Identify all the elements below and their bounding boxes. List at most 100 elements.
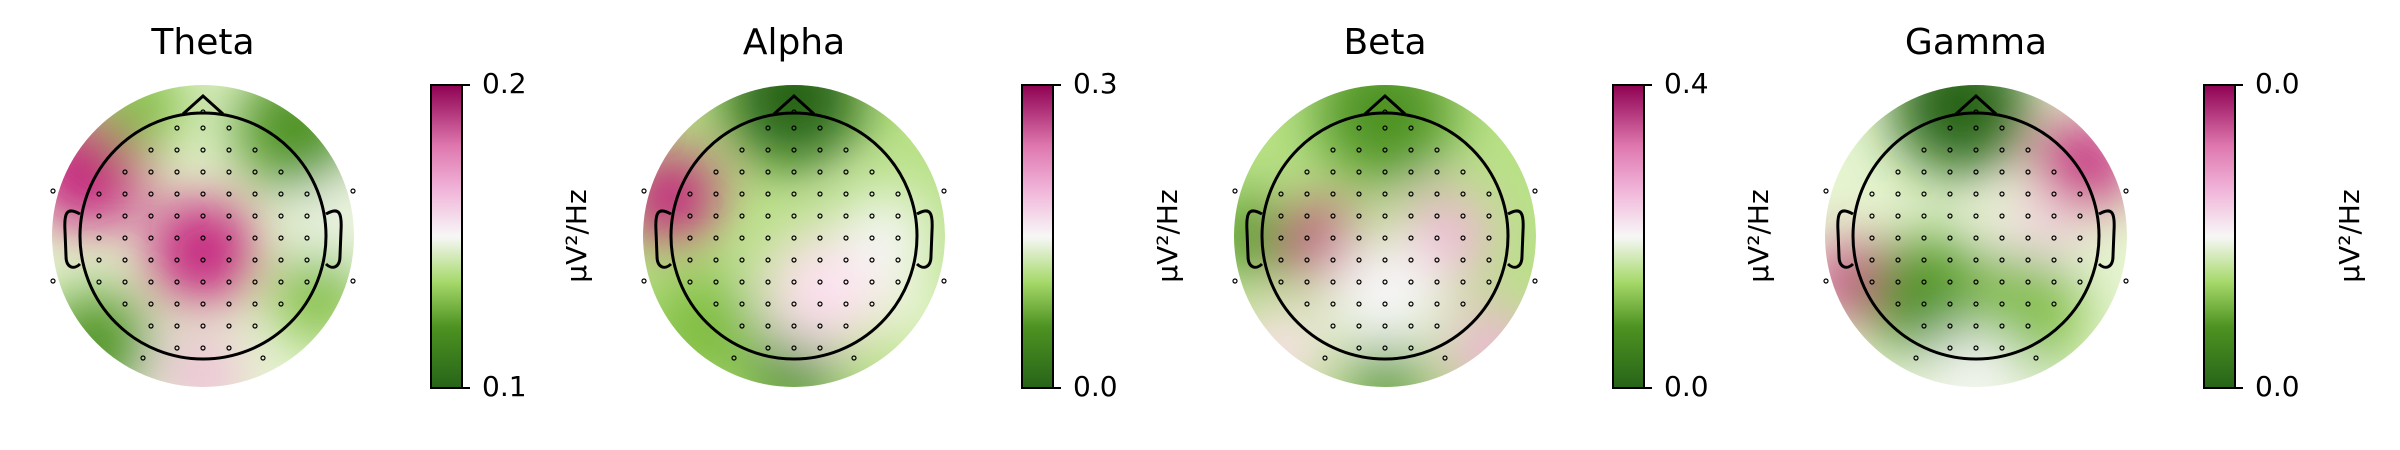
electrode — [2123, 278, 2129, 284]
electrode — [148, 213, 154, 219]
electrode — [1408, 125, 1414, 131]
electrode — [765, 235, 771, 241]
electrode — [200, 191, 206, 197]
electrode — [2051, 169, 2057, 175]
electrode — [1973, 169, 1979, 175]
electrode — [140, 355, 146, 361]
electrode — [1356, 235, 1362, 241]
electrode — [817, 235, 823, 241]
electrode — [304, 191, 310, 197]
electrode — [2025, 301, 2031, 307]
colorbar — [430, 84, 463, 389]
electrode — [1895, 191, 1901, 197]
blob — [233, 85, 354, 190]
electrode — [122, 235, 128, 241]
electrode — [1999, 345, 2005, 351]
electrode — [304, 257, 310, 263]
electrode — [174, 257, 180, 263]
electrode — [174, 345, 180, 351]
electrode — [713, 279, 719, 285]
electrode — [1973, 323, 1979, 329]
electrode — [1460, 279, 1466, 285]
electrode — [226, 213, 232, 219]
colorbar-label: µV²/Hz — [1151, 189, 1184, 282]
electrode — [641, 278, 647, 284]
electrode — [1382, 257, 1388, 263]
blob — [647, 274, 756, 383]
electrode — [1278, 279, 1284, 285]
electrode — [765, 323, 771, 329]
electrode — [1408, 345, 1414, 351]
electrode — [851, 355, 857, 361]
electrode — [200, 169, 206, 175]
electrode — [1869, 213, 1875, 219]
electrode — [1322, 355, 1328, 361]
electrode — [791, 213, 797, 219]
electrode — [1973, 147, 1979, 153]
electrode — [50, 188, 56, 194]
blob — [164, 336, 242, 387]
electrode — [941, 278, 947, 284]
electrode — [817, 279, 823, 285]
electrode — [278, 213, 284, 219]
colorbar — [1021, 84, 1054, 389]
blob — [2037, 120, 2127, 213]
electrode — [1330, 169, 1336, 175]
blob — [1929, 328, 2023, 387]
electrode — [1999, 301, 2005, 307]
electrode — [2077, 279, 2083, 285]
electrode — [226, 301, 232, 307]
electrode — [739, 257, 745, 263]
electrode — [1895, 169, 1901, 175]
electrode — [122, 257, 128, 263]
panel: Alpha 0.0 0.3 µV²/Hz — [641, 22, 1184, 403]
electrode — [1382, 301, 1388, 307]
electrode — [843, 279, 849, 285]
electrode — [1947, 257, 1953, 263]
head-outline — [78, 111, 328, 361]
electrode — [1947, 147, 1953, 153]
electrode — [1973, 213, 1979, 219]
electrode — [739, 323, 745, 329]
electrode — [739, 301, 745, 307]
electrode — [817, 345, 823, 351]
electrode — [252, 257, 258, 263]
colorbar-tick-label: 0.0 — [2255, 370, 2300, 403]
colorbar-tick-label: 0.3 — [1073, 67, 1118, 100]
blob — [95, 85, 188, 152]
electrode — [895, 235, 901, 241]
electrode — [1382, 109, 1388, 115]
electrode — [2051, 301, 2057, 307]
electrode — [1823, 278, 1829, 284]
electrode — [2025, 257, 2031, 263]
electrode — [278, 279, 284, 285]
panel-title: Gamma — [1905, 22, 2047, 63]
electrode — [252, 169, 258, 175]
electrode — [843, 213, 849, 219]
electrode — [1973, 257, 1979, 263]
electrode — [2123, 188, 2129, 194]
electrode — [148, 257, 154, 263]
electrode — [200, 213, 206, 219]
electrode — [148, 279, 154, 285]
electrode — [1356, 213, 1362, 219]
electrode — [791, 169, 797, 175]
electrode — [1895, 301, 1901, 307]
electrode — [1532, 278, 1538, 284]
electrode — [200, 235, 206, 241]
electrode — [869, 213, 875, 219]
electrode — [1947, 345, 1953, 351]
electrode — [843, 169, 849, 175]
electrode — [765, 345, 771, 351]
electrode — [1408, 257, 1414, 263]
electrode — [148, 191, 154, 197]
colorbar-label: µV²/Hz — [2333, 189, 2366, 282]
colorbar-label: µV²/Hz — [1742, 189, 1775, 282]
colorbar — [2203, 84, 2236, 389]
electrode — [226, 345, 232, 351]
electrode — [1382, 279, 1388, 285]
colorbar-tick-label: 0.0 — [2255, 67, 2300, 100]
electrode — [791, 125, 797, 131]
electrode — [1304, 301, 1310, 307]
electrode — [1895, 257, 1901, 263]
